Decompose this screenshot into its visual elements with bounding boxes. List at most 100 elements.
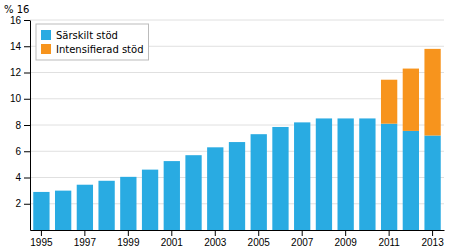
bar	[98, 181, 114, 230]
bar	[251, 134, 267, 230]
y-tick-mark	[24, 204, 30, 205]
bar	[207, 147, 223, 148]
bar	[55, 191, 71, 230]
bar	[77, 185, 93, 230]
y-tick-label: 12	[10, 67, 22, 78]
bar	[316, 118, 332, 119]
y-tick: 2	[15, 198, 30, 209]
x-tick-mark	[432, 230, 433, 236]
x-tick-mark	[215, 230, 216, 236]
bar	[164, 161, 180, 230]
legend-frame	[36, 24, 149, 60]
series	[381, 49, 441, 136]
y-tick-label: 4	[15, 172, 21, 183]
plot: 1995 1997 1999 2001 2003 2005 2007 2009 2011 2013…	[10, 15, 445, 248]
bar	[294, 122, 310, 230]
grid-line	[30, 72, 444, 73]
x-tick-mark	[171, 230, 172, 236]
legend-swatch	[41, 30, 51, 40]
y-tick-label: 10	[10, 93, 22, 104]
y-tick: 4	[15, 172, 30, 183]
x-tick: 2003	[204, 230, 227, 248]
legend-label: Intensifierad stöd	[56, 44, 144, 55]
legend-swatch	[41, 44, 51, 54]
y-tick-label: 8	[15, 120, 21, 131]
x-tick-label: 1999	[117, 237, 140, 248]
y-tick-label: 6	[15, 146, 21, 157]
bar	[33, 192, 49, 230]
x-tick: 1997	[74, 230, 97, 248]
y-tick-mark	[24, 46, 30, 47]
bar	[424, 49, 440, 136]
bar	[272, 126, 288, 127]
x-tick-label: 1997	[74, 237, 97, 248]
bars	[33, 49, 440, 230]
legend: Särskilt stöd Intensifierad stöd	[36, 24, 149, 60]
x-tick: 1995	[30, 230, 53, 248]
bar	[33, 191, 49, 192]
x-tick-label: 2003	[204, 237, 227, 248]
x-tick-label: 1995	[30, 237, 53, 248]
annotation: % 16	[4, 4, 29, 15]
bar	[120, 176, 136, 177]
bar	[338, 118, 354, 230]
y-tick-mark	[24, 151, 30, 152]
x-tick-label: 2013	[421, 237, 444, 248]
x-tick-label: 2001	[161, 237, 184, 248]
series	[33, 118, 440, 230]
bar	[229, 142, 245, 143]
x-tick: 2007	[291, 230, 314, 248]
bar	[229, 142, 245, 230]
y-tick: 6	[15, 146, 30, 157]
bar	[185, 155, 201, 156]
legend-label: Särskilt stöd	[56, 30, 118, 41]
x-tick: 2013	[421, 230, 444, 248]
bar	[251, 134, 267, 135]
x-tick: 2011	[378, 230, 400, 248]
y-axis: 2 4 6 8 10 12 14 16	[10, 15, 31, 231]
bar	[294, 122, 310, 123]
bar	[316, 118, 332, 230]
bar	[338, 118, 354, 119]
bar	[381, 80, 397, 124]
x-tick-mark	[41, 230, 42, 236]
x-axis-line	[31, 230, 445, 231]
legend-item: Särskilt stöd	[41, 30, 118, 41]
x-tick-mark	[302, 230, 303, 236]
bar	[359, 118, 375, 119]
legend-item: Intensifierad stöd	[41, 44, 144, 55]
y-tick-mark	[24, 178, 30, 179]
x-tick-mark	[389, 230, 390, 236]
x-tick-label: 2005	[248, 237, 271, 248]
x-tick-mark	[128, 230, 129, 236]
x-tick: 2001	[161, 230, 184, 248]
bar	[359, 118, 375, 230]
y-tick-mark	[24, 73, 30, 74]
y-tick: 14	[10, 41, 30, 52]
x-tick-mark	[345, 230, 346, 236]
bar	[120, 177, 136, 230]
y-tick-mark	[24, 20, 30, 21]
x-tick-label: 2011	[378, 237, 400, 248]
chart: 1995 1997 1999 2001 2003 2005 2007 2009 2011 2013…	[0, 0, 454, 252]
x-tick-label: 2009	[335, 237, 358, 248]
bar	[272, 127, 288, 230]
bar	[403, 131, 419, 230]
x-axis: 1995 1997 1999 2001 2003 2005 2007 2009 2011 2013	[30, 230, 444, 248]
bar	[142, 170, 158, 230]
y-tick: 12	[10, 67, 30, 78]
x-tick: 2005	[248, 230, 271, 248]
y-tick: 16	[10, 15, 30, 26]
y-tick-label: 14	[10, 41, 22, 52]
y-tick: 10	[10, 93, 30, 104]
bar	[207, 147, 223, 230]
y-tick-mark	[24, 125, 30, 126]
y-tick-label: 2	[15, 198, 21, 209]
bar	[77, 184, 93, 185]
bar	[164, 161, 180, 162]
x-tick: 2009	[335, 230, 358, 248]
x-tick-label: 2007	[291, 237, 314, 248]
y-tick: 8	[15, 120, 30, 131]
bar	[381, 124, 397, 230]
x-tick-mark	[84, 230, 85, 236]
